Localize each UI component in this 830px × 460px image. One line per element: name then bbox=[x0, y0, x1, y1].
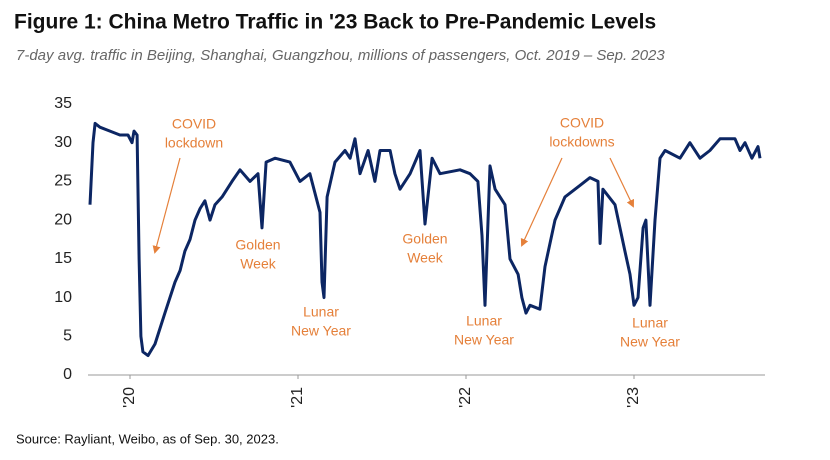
annotation: Lunar bbox=[632, 315, 668, 331]
annotation: Week bbox=[407, 250, 444, 266]
annotation: Golden bbox=[235, 237, 280, 253]
annotation: lockdowns bbox=[549, 134, 614, 150]
y-tick-label: 10 bbox=[54, 289, 72, 306]
chart-title: Figure 1: China Metro Traffic in '23 Bac… bbox=[14, 11, 656, 34]
y-tick-label: 35 bbox=[54, 95, 72, 112]
annotation: Lunar bbox=[303, 304, 339, 320]
x-tick-label: '20 bbox=[121, 387, 138, 408]
y-tick-label: 5 bbox=[63, 328, 72, 345]
annotation: Golden bbox=[402, 231, 447, 247]
y-tick-label: 20 bbox=[54, 211, 72, 228]
x-tick-label: '23 bbox=[625, 387, 642, 408]
annotation: COVID bbox=[172, 116, 216, 132]
annotation: Week bbox=[240, 256, 277, 272]
arrow bbox=[520, 157, 563, 247]
y-tick-label: 0 bbox=[63, 366, 72, 383]
arrow bbox=[152, 157, 181, 254]
annotation: COVID bbox=[560, 115, 604, 131]
y-tick-label: 25 bbox=[54, 173, 72, 190]
y-tick-label: 30 bbox=[54, 134, 72, 151]
annotation: New Year bbox=[454, 332, 514, 348]
y-tick-label: 15 bbox=[54, 250, 72, 267]
chart-subtitle: 7-day avg. traffic in Beijing, Shanghai,… bbox=[16, 47, 665, 64]
annotation-arrows bbox=[152, 157, 635, 254]
annotation: New Year bbox=[620, 334, 680, 350]
x-tick-label: '21 bbox=[289, 387, 306, 408]
x-tick-label: '22 bbox=[457, 387, 474, 408]
annotation: New Year bbox=[291, 323, 351, 339]
arrow bbox=[609, 157, 635, 208]
annotation: lockdown bbox=[165, 135, 223, 151]
annotation: Lunar bbox=[466, 313, 502, 329]
data-line bbox=[88, 121, 762, 358]
source-note: Source: Rayliant, Weibo, as of Sep. 30, … bbox=[16, 431, 279, 446]
